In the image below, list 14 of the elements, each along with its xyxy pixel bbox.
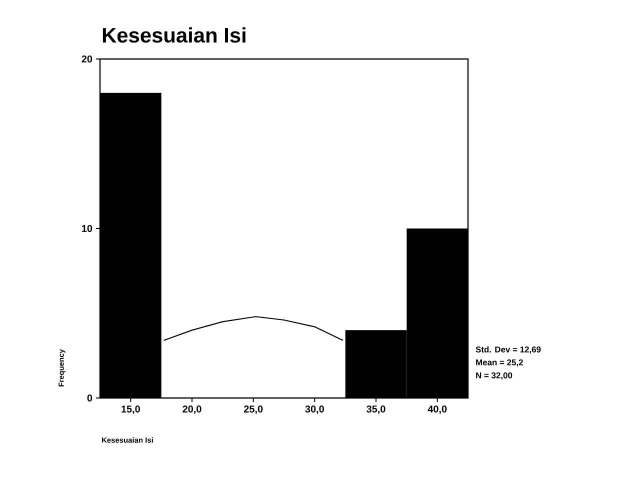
y-tick-label: 0 bbox=[87, 394, 92, 402]
x-tick-label: 15,0 bbox=[122, 406, 140, 414]
x-tick-label: 40,0 bbox=[428, 406, 447, 414]
x-tick-label: 30,0 bbox=[305, 406, 324, 414]
text: Std. Dev = 12,69 bbox=[476, 346, 541, 354]
text: N = 32,00 bbox=[476, 372, 512, 380]
x-tick-label: 20,0 bbox=[182, 406, 202, 414]
x-tick-label: 25,0 bbox=[244, 406, 263, 414]
y-tick-label: 10 bbox=[82, 224, 92, 232]
y-tick-label: 20 bbox=[82, 55, 92, 63]
chart-title: Kesesuaian Isi bbox=[102, 27, 246, 43]
x-tick-label: 35,0 bbox=[366, 406, 386, 414]
line-series bbox=[163, 316, 344, 341]
text: Mean = 25,2 bbox=[476, 359, 523, 367]
